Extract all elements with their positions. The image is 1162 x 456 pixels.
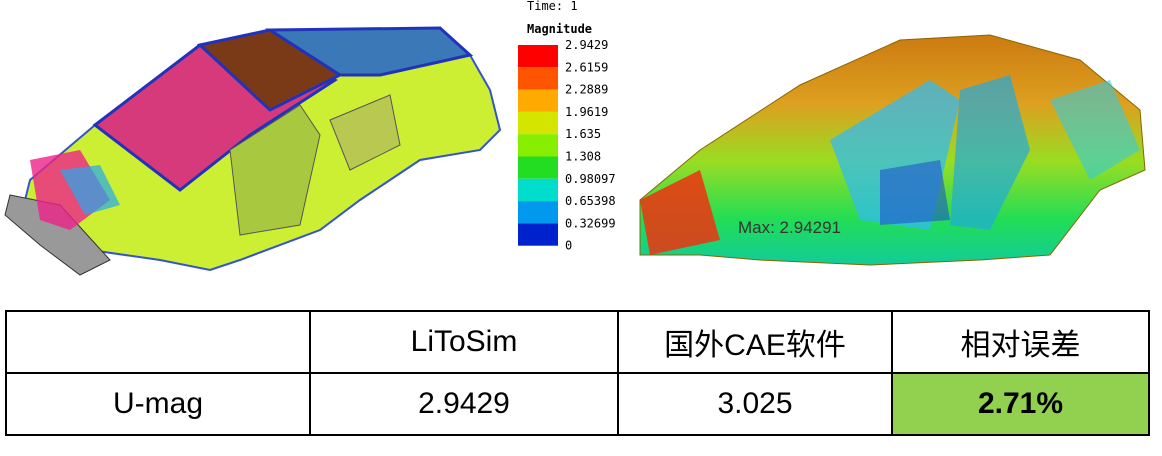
header-row: LiToSim 国外CAE软件 相对误差 bbox=[5, 310, 1150, 374]
legend-swatch bbox=[518, 156, 558, 179]
car-geometry bbox=[4, 26, 502, 276]
figure: Time: 1 Magnitude Max: 2.94291 2.9429 2.6… bbox=[4, 0, 1146, 276]
legend-label: 2.9429 bbox=[565, 38, 608, 52]
legend-swatch bbox=[518, 223, 558, 246]
header-cell: 相对误差 bbox=[891, 310, 1150, 374]
legend-label: 2.6159 bbox=[565, 60, 608, 74]
legend-label: 1.308 bbox=[565, 150, 601, 164]
legend-swatch bbox=[518, 67, 558, 90]
legend-label: 1.9619 bbox=[565, 105, 608, 119]
legend-label: 1.635 bbox=[565, 127, 601, 141]
cell: 3.025 bbox=[617, 372, 893, 436]
error-cell: 2.71% bbox=[891, 372, 1150, 436]
header-cell bbox=[5, 310, 311, 374]
legend-label: 0 bbox=[565, 239, 572, 253]
comparison-table: LiToSim 国外CAE软件 相对误差 U-mag 2.9429 3.025 … bbox=[5, 310, 1150, 436]
legend-swatch bbox=[518, 45, 558, 68]
legend-label: 0.98097 bbox=[565, 172, 616, 186]
legend-swatch bbox=[518, 111, 558, 135]
legend-swatch bbox=[518, 134, 558, 157]
max-annotation: Max: 2.94291 bbox=[738, 218, 841, 237]
cell: 2.9429 bbox=[309, 372, 619, 436]
header-cell: LiToSim bbox=[309, 310, 619, 374]
data-row: U-mag 2.9429 3.025 2.71% bbox=[5, 372, 1150, 436]
header-cell: 国外CAE软件 bbox=[617, 310, 893, 374]
legend-swatch bbox=[518, 89, 558, 112]
legend-label: 0.32699 bbox=[565, 216, 616, 230]
legend-label: 2.2889 bbox=[565, 83, 608, 97]
legend-label: 0.65398 bbox=[565, 194, 616, 208]
legend-swatch bbox=[518, 201, 558, 224]
legend-swatch bbox=[518, 178, 558, 202]
time-label: Time: 1 bbox=[527, 0, 578, 13]
legend-title: Magnitude bbox=[527, 22, 592, 36]
row-label: U-mag bbox=[5, 372, 311, 436]
car-contour bbox=[639, 34, 1146, 266]
